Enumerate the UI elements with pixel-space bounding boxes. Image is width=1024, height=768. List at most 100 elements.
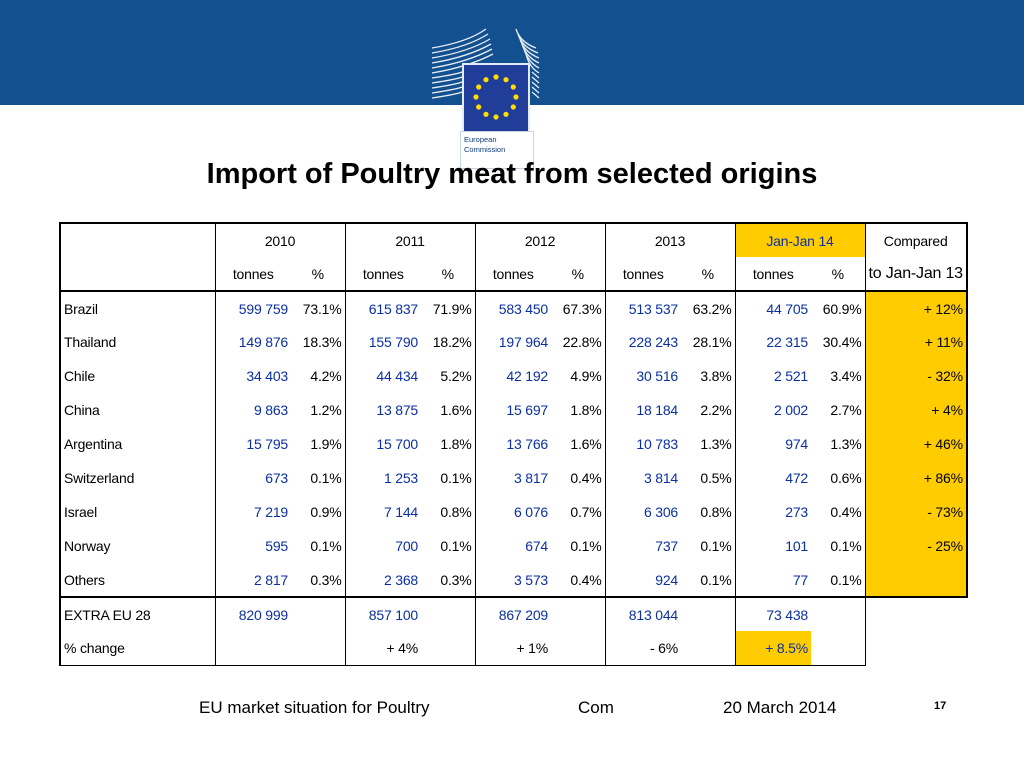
table-row: Others 2 817 0.3% 2 368 0.3% 3 573 0.4% 924 0.1%… [59,563,968,598]
compared-to-jan-jan-13 [864,563,968,598]
percent-2011: 1.8% [440,436,472,452]
year-header-2010: 2010 [215,222,345,257]
tonnes-jan-jan-14: 472 [734,461,811,495]
unit-tonnes: tonnes [604,257,681,292]
tonnes-2011: 700 [344,529,421,563]
percent-2010: 4.2% [310,368,342,384]
tonnes-2013: 737 [604,529,681,563]
eu-flag [462,63,530,133]
percent-2010: 0.1% [310,470,342,486]
table-row: Israel 7 219 0.9% 7 144 0.8% 6 076 0.7% 6 306 0.… [59,495,968,529]
change-empty [681,631,735,666]
total-2010: 820 999 [238,606,288,623]
percent-2012: 0.7% [570,504,602,520]
percent-2011: 71.9% [432,300,472,317]
row-origin: Chile [59,359,216,393]
percent-jan-jan-14: 60.9% [822,300,862,317]
tonnes-jan-jan-14: 44 705 [734,291,811,325]
tonnes-2012: 15 697 [474,393,551,427]
berlaymont-building-icon [431,28,540,99]
tonnes-2013: 513 537 [604,291,681,325]
unit-percent: % [681,257,735,292]
percent-2013: 0.5% [700,470,732,486]
tonnes-jan-jan-14: 77 [734,563,811,598]
percent-jan-jan-14: 2.7% [830,402,862,418]
total-empty [291,597,345,631]
tonnes-2013: 3 814 [604,461,681,495]
row-origin: China [59,393,216,427]
percent-2012: 0.4% [551,563,605,598]
percent-2010: 0.9% [310,504,342,520]
logo-text-box [460,131,534,169]
unit-tonnes: tonnes [474,257,551,292]
unit-percent: % [811,257,865,292]
compared-to-jan-jan-13: - 25% [864,529,968,563]
unit-percent: % [551,257,605,292]
unit-percent: % [421,257,475,292]
percent-2010: 18.3% [302,334,342,350]
percent-2010: 0.3% [291,563,345,598]
percent-2013: 0.1% [700,538,732,554]
year-header-2012: 2012 [474,222,605,257]
tonnes-jan-jan-14: 22 315 [734,325,811,359]
percent-jan-jan-14: 1.3% [830,436,862,452]
tonnes-2011: 2 368 [344,563,421,598]
tonnes-jan-jan-14: 2 002 [734,393,811,427]
total-jan-jan-14: 73 438 [734,597,811,631]
change-2010 [215,631,291,666]
table-row: Switzerland 673 0.1% 1 253 0.1% 3 817 0.4% 3 81… [59,461,968,495]
percent-2013: 0.8% [700,504,732,520]
tonnes-jan-jan-14: 101 [734,529,811,563]
change-jan-jan-14: + 8.5% [734,631,811,666]
percent-2011: 18.2% [432,334,472,350]
percent-2012: 22.8% [562,334,602,350]
total-empty [551,597,605,631]
header-corner-cell-2 [59,257,216,292]
unit-tonnes: tonnes [734,257,811,292]
logo-text-line2: Commission [464,145,506,154]
percent-2012: 67.3% [562,300,602,317]
percent-2012: 1.6% [570,436,602,452]
table-row: Thailand 149 876 18.3% 155 790 18.2% 197 964 2… [59,325,968,359]
logo-text-line1: European [464,135,497,144]
tonnes-2013: 924 [604,563,681,598]
change-row: % change + 4% + 1% - 6% + 8.5% [59,631,967,666]
percent-2011: 0.1% [440,470,472,486]
tonnes-2011: 615 837 [344,291,421,325]
percent-2011: 0.3% [421,563,475,598]
tonnes-2012: 6 076 [474,495,551,529]
percent-2012: 0.4% [570,470,602,486]
table-row: China 9 863 1.2% 13 875 1.6% 15 697 1.8% 18 184… [59,393,968,427]
tonnes-2011: 1 253 [344,461,421,495]
page-title: Import of Poultry meat from selected ori… [206,158,818,190]
percent-jan-jan-14: 0.4% [830,504,862,520]
percent-jan-jan-14: 0.6% [830,470,862,486]
unit-tonnes: tonnes [344,257,421,292]
row-origin: Switzerland [59,461,216,495]
percent-2010: 73.1% [302,300,342,317]
tonnes-2012: 197 964 [474,325,551,359]
change-label: % change [59,631,216,666]
percent-2011: 0.8% [440,504,472,520]
tonnes-2010: 9 863 [253,402,288,418]
header-row-units: tonnes % tonnes % tonnes % tonnes % tonn… [59,257,968,292]
percent-2011: 1.6% [440,402,472,418]
eu-stars-icon [473,74,519,120]
compared-to-jan-jan-13: - 73% [864,495,968,529]
compared-to-jan-jan-13: - 32% [864,359,968,393]
percent-2010: 1.2% [310,402,342,418]
tonnes-2012: 674 [474,529,551,563]
total-empty [681,597,735,631]
tonnes-2011: 155 790 [344,325,421,359]
year-header-2013: 2013 [604,222,735,257]
percent-2012: 0.1% [570,538,602,554]
change-2012: + 1% [474,631,551,666]
percent-2013: 1.3% [700,436,732,452]
tonnes-jan-jan-14: 974 [734,427,811,461]
table-row: Norway 595 0.1% 700 0.1% 674 0.1% 737 0.1% 101 0.1… [59,529,968,563]
change-2011: + 4% [344,631,421,666]
unit-percent: % [291,257,345,292]
tonnes-2010: 7 219 [253,504,288,520]
tonnes-2012: 583 450 [474,291,551,325]
tonnes-2010: 599 759 [238,300,288,317]
